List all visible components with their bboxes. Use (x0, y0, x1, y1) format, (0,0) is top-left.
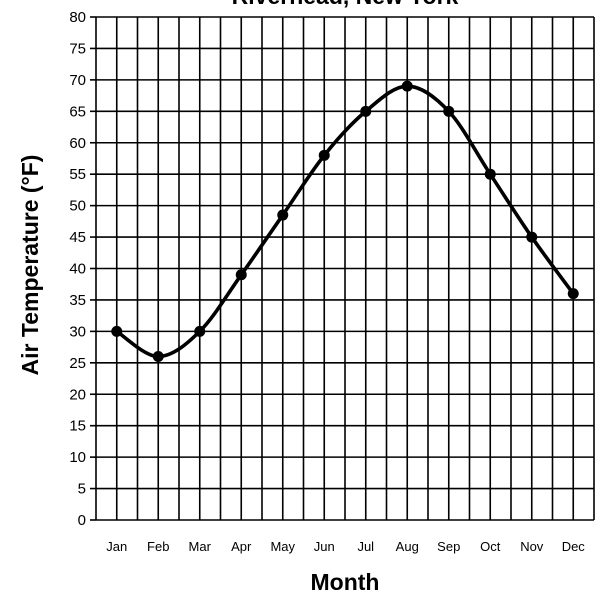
y-tick-labels: 0 5 10 15 20 25 30 35 40 45 50 55 60 65 70 75 80 (69, 9, 86, 529)
y-axis-label: Air Temperature (°F) (17, 155, 43, 376)
y-tick-label: 30 (69, 323, 86, 340)
y-tick-label: 55 (69, 166, 86, 183)
grid (90, 16, 595, 521)
data-point (318, 149, 330, 161)
x-tick-label: Oct (480, 539, 501, 554)
y-tick-label: 15 (69, 418, 86, 435)
data-point (484, 168, 496, 180)
y-tick-label: 80 (69, 9, 86, 26)
data-point (360, 105, 372, 117)
x-tick-label: Feb (147, 539, 169, 554)
y-tick-label: 60 (69, 135, 86, 152)
data-point (235, 269, 247, 281)
x-tick-label: Apr (231, 539, 252, 554)
y-tick-label: 75 (69, 40, 86, 57)
data-point (194, 325, 206, 337)
y-tick-label: 35 (69, 292, 86, 309)
y-tick-label: 65 (69, 103, 86, 120)
data-point (401, 80, 413, 92)
chart-title: Riverhead, New York (232, 0, 459, 9)
y-tick-label: 70 (69, 72, 86, 89)
y-tick-label: 5 (78, 481, 86, 498)
x-tick-label: Jan (106, 539, 127, 554)
x-tick-label: May (270, 539, 295, 554)
y-tick-label: 25 (69, 355, 86, 372)
data-point (567, 288, 579, 300)
y-tick-label: 45 (69, 229, 86, 246)
data-point (526, 231, 538, 243)
data-point (152, 351, 164, 363)
y-tick-label: 20 (69, 386, 86, 403)
x-tick-label: Jul (357, 539, 374, 554)
x-tick-label: Jun (314, 539, 335, 554)
x-tick-label: Aug (396, 539, 419, 554)
y-tick-label: 10 (69, 449, 86, 466)
data-point (277, 209, 289, 221)
x-tick-labels: Jan Feb Mar Apr May Jun Jul Aug Sep Oct Nov Dec (106, 539, 585, 554)
x-tick-label: Nov (520, 539, 544, 554)
x-tick-label: Sep (437, 539, 460, 554)
x-tick-label: Dec (562, 539, 586, 554)
y-tick-label: 0 (78, 512, 86, 529)
y-tick-label: 50 (69, 198, 86, 215)
data-point (443, 105, 455, 117)
data-points (111, 80, 579, 363)
x-axis-label: Month (311, 569, 380, 595)
x-tick-label: Mar (189, 539, 212, 554)
y-tick-label: 40 (69, 261, 86, 278)
data-point (111, 325, 123, 337)
